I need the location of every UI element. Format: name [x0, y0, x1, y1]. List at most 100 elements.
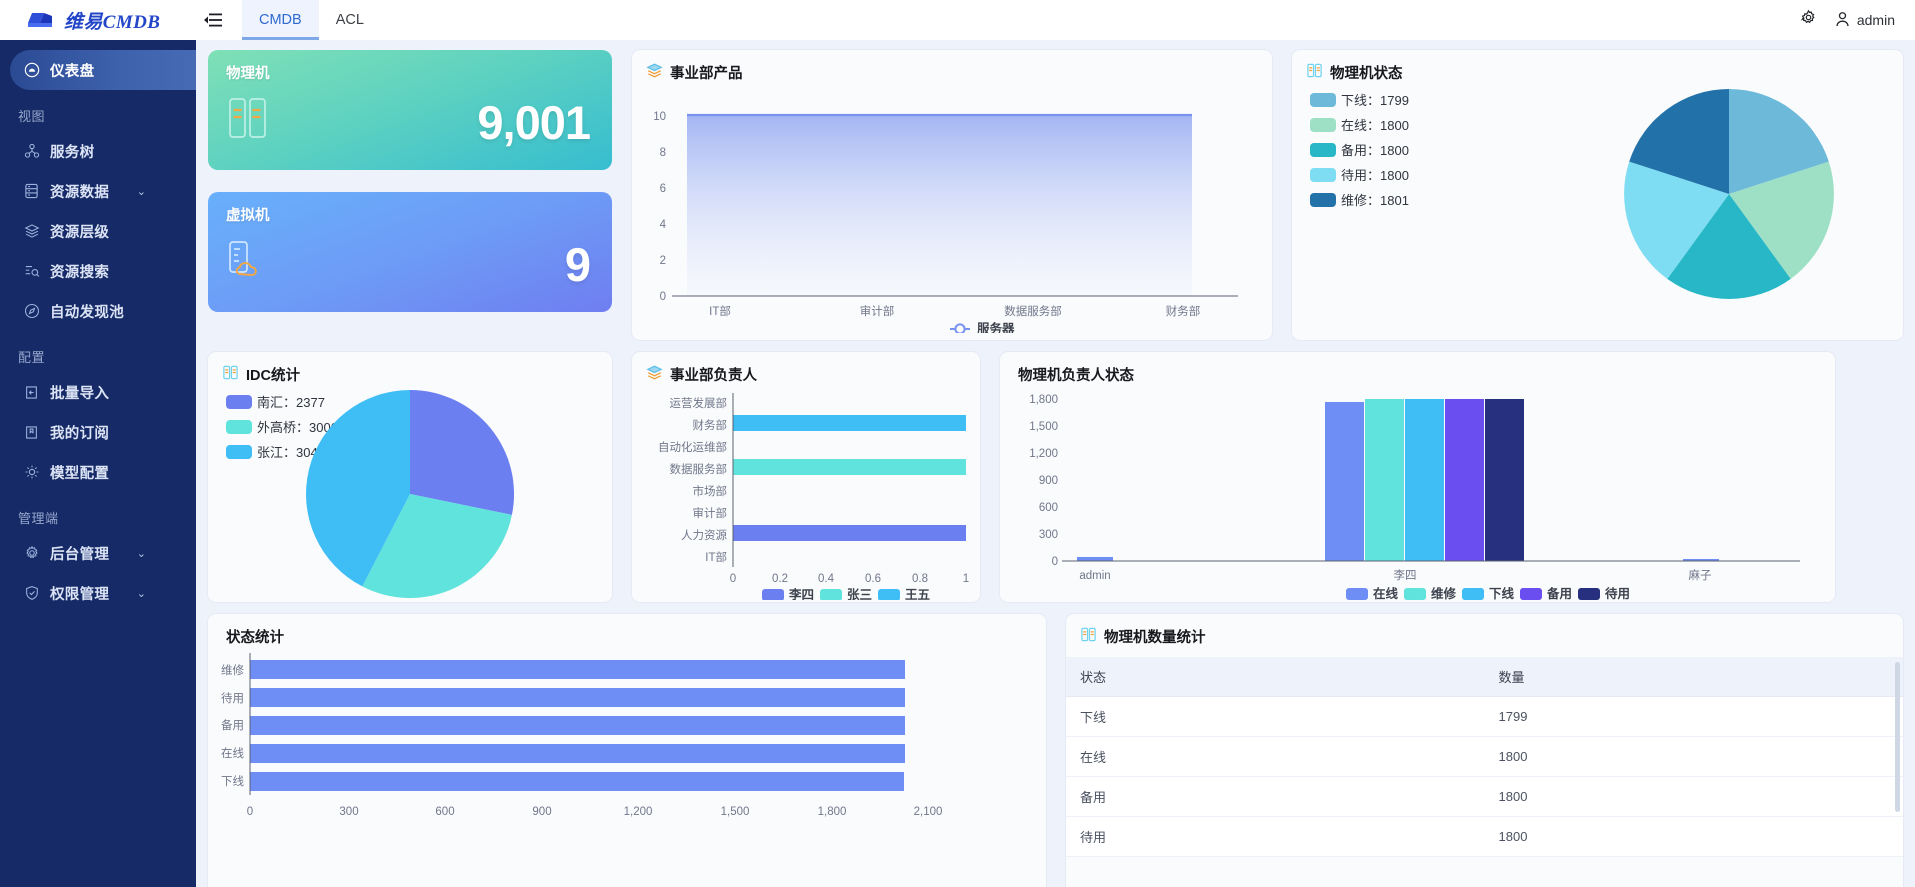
panel-idc-stat: IDC统计 南汇：2377 外高桥：3000 张江：3048: [208, 352, 612, 602]
table-row[interactable]: 下线 1799: [1066, 696, 1903, 737]
legend-label: 外高桥：3000: [257, 420, 338, 435]
bar-lisi-offline: [1405, 399, 1444, 561]
bar-lisi-standby: [1445, 399, 1484, 561]
shield-check-icon: [24, 585, 46, 601]
sidebar-item-label: 批量导入: [50, 385, 110, 402]
server-icon: [1080, 626, 1097, 647]
stat-card-column: 物理机 9,001 虚拟机: [208, 50, 612, 340]
import-icon: [24, 385, 46, 400]
sidebar-item-model-config[interactable]: 模型配置: [0, 452, 196, 492]
svg-text:0.8: 0.8: [912, 573, 928, 585]
svg-text:1,800: 1,800: [818, 806, 847, 818]
legend-swatch: [1310, 92, 1336, 107]
bar-chart-host-owner-status: 1,800 1,500 1,200 900 600 300 0: [1029, 394, 1800, 601]
sidebar-item-label: 模型配置: [50, 465, 110, 482]
collapse-menu-icon[interactable]: [196, 0, 230, 40]
sidebar-item-backend-admin[interactable]: 后台管理 ⌄: [0, 533, 196, 573]
legend-swatch: [226, 444, 252, 459]
panel-host-count-table: 物理机数量统计 状态 数量 下线 1799: [1066, 614, 1903, 887]
svg-text:服务器: 服务器: [977, 321, 1015, 333]
sidebar-item-label: 仪表盘: [50, 63, 95, 80]
stat-card-virtual-machine[interactable]: 虚拟机 9: [208, 192, 612, 312]
pie-slice-repair: [1629, 89, 1729, 194]
cell-status: 在线: [1066, 736, 1485, 777]
panel-title: 事业部负责人: [632, 352, 980, 385]
chart-legend[interactable]: 在线 维修 下线 备用 待用: [1346, 586, 1630, 601]
tab-cmdb[interactable]: CMDB: [242, 0, 319, 40]
cell-count: 1800: [1484, 736, 1903, 777]
sidebar-item-batch-import[interactable]: 批量导入: [0, 372, 196, 412]
legend-item[interactable]: 待用：1800: [1310, 165, 1409, 184]
sidebar-item-auto-discovery[interactable]: 自动发现池: [0, 291, 196, 331]
panel-title: 状态统计: [208, 614, 1046, 647]
sidebar-item-resource-hierarchy[interactable]: 资源层级: [0, 211, 196, 251]
svg-text:张三: 张三: [847, 587, 872, 600]
column-header-count[interactable]: 数量: [1484, 657, 1903, 697]
svg-text:下线: 下线: [1489, 586, 1515, 600]
legend-item[interactable]: 南汇：2377: [226, 392, 338, 411]
svg-text:待用: 待用: [221, 691, 244, 705]
layers-icon: [646, 364, 663, 385]
pie-slice-offline: [1729, 89, 1829, 194]
server-icon: [222, 364, 239, 385]
sidebar-item-label: 资源层级: [50, 224, 110, 241]
sidebar: 仪表盘 视图 服务树 资源数据 ⌄ 资源层级: [0, 40, 196, 887]
chevron-down-icon[interactable]: ⌄: [136, 185, 146, 198]
svg-text:0: 0: [1052, 556, 1058, 568]
sidebar-item-resource-search[interactable]: 资源搜索: [0, 251, 196, 291]
pie-chart-host-status[interactable]: [1579, 74, 1879, 324]
chart-legend-server[interactable]: 服务器: [950, 321, 1015, 336]
svg-text:麻子: 麻子: [1689, 568, 1712, 582]
panel-title-text: IDC统计: [246, 368, 300, 384]
table-row[interactable]: 待用 1800: [1066, 816, 1903, 857]
brand-logo[interactable]: 维易CMDB: [0, 7, 196, 34]
sidebar-item-my-subscription[interactable]: 我的订阅: [0, 412, 196, 452]
legend-item[interactable]: 张江：3048: [226, 442, 338, 461]
legend-item[interactable]: 备用：1800: [1310, 140, 1409, 159]
svg-text:2: 2: [660, 255, 666, 267]
column-header-status[interactable]: 状态: [1066, 657, 1485, 697]
svg-text:维修: 维修: [1431, 586, 1457, 600]
tab-acl[interactable]: ACL: [335, 12, 364, 28]
bar-chart-dept-owner: 运营发展部 财务部 自动化运维部 数据服务部 市场部 审计部 人力资源 IT部 …: [658, 393, 969, 602]
gear-icon[interactable]: [1800, 9, 1817, 31]
legend-item[interactable]: 下线：1799: [1310, 90, 1409, 109]
sidebar-item-permission-admin[interactable]: 权限管理 ⌄: [0, 573, 196, 613]
bar-admin-online: [1077, 557, 1113, 561]
chevron-down-icon[interactable]: ⌄: [136, 587, 146, 600]
legend-label: 维修：1801: [1341, 193, 1409, 208]
sidebar-item-label: 我的订阅: [50, 425, 110, 442]
chart-legend[interactable]: 李四 张三 王五: [762, 587, 931, 602]
table-scrollbar[interactable]: [1895, 662, 1900, 812]
svg-text:审计部: 审计部: [860, 304, 895, 318]
sidebar-item-label: 资源数据: [50, 184, 110, 201]
legend-item[interactable]: 外高桥：3000: [226, 417, 338, 436]
sidebar-group-config: 配置: [18, 350, 46, 365]
legend-swatch: [1310, 117, 1336, 132]
legend-item[interactable]: 维修：1801: [1310, 190, 1409, 209]
chevron-down-icon[interactable]: ⌄: [136, 547, 146, 560]
panel-title-text: 物理机负责人状态: [1018, 368, 1134, 384]
sidebar-item-resource-data[interactable]: 资源数据 ⌄: [0, 171, 196, 211]
bar-repair: [250, 660, 905, 679]
sidebar-item-dashboard[interactable]: 仪表盘: [10, 50, 196, 90]
table-row[interactable]: 备用 1800: [1066, 776, 1903, 817]
layers-icon: [646, 62, 663, 83]
svg-text:admin: admin: [1079, 570, 1110, 582]
table-row[interactable]: 在线 1800: [1066, 736, 1903, 777]
user-menu[interactable]: admin: [1835, 11, 1895, 30]
pie-slice-nanhui: [410, 390, 515, 515]
svg-text:600: 600: [435, 806, 454, 818]
svg-text:300: 300: [1039, 529, 1058, 541]
cell-count: 1799: [1484, 696, 1903, 737]
top-bar: 维易CMDB CMDB ACL admin: [0, 0, 1915, 40]
database-icon: [24, 183, 46, 199]
user-name: admin: [1856, 12, 1895, 28]
svg-text:自动化运维部: 自动化运维部: [658, 440, 727, 454]
stat-card-physical-machine[interactable]: 物理机 9,001: [208, 50, 612, 170]
sidebar-item-service-tree[interactable]: 服务树: [0, 131, 196, 171]
pie-chart-idc[interactable]: [280, 386, 540, 601]
dashboard-row-3: 状态统计 维修 待用 备用 在线 下线 0 300 600 900 1,200: [208, 614, 1903, 887]
legend-item[interactable]: 在线：1800: [1310, 115, 1409, 134]
pie-legend-host-status: 下线：1799 在线：1800 备用：1800 待用：1800 维修：1801: [1292, 84, 1409, 215]
